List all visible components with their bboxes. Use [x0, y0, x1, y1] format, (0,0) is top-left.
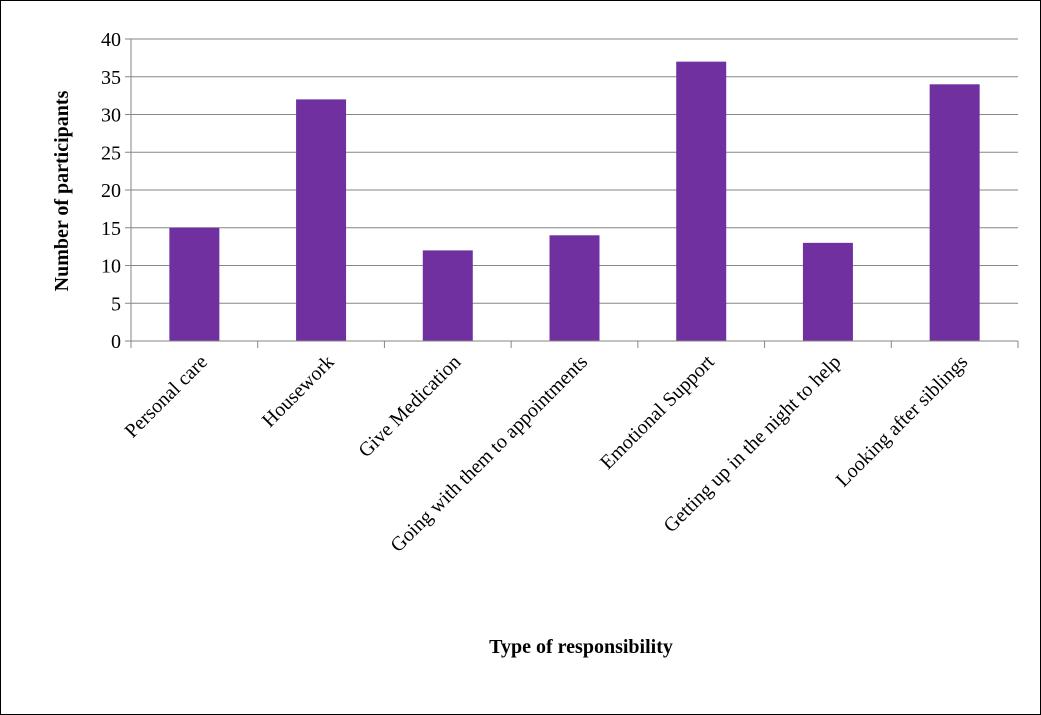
y-tick-label: 35: [101, 67, 121, 89]
bar: [422, 250, 473, 341]
x-tick-label: Give Medication: [354, 351, 465, 462]
bar: [549, 235, 600, 341]
bar: [929, 84, 980, 342]
bars: [169, 61, 980, 342]
y-tick-label: 0: [111, 331, 121, 353]
y-tick-label: 10: [101, 256, 121, 278]
bar: [802, 242, 853, 341]
x-tick-label: Emotional Support: [596, 351, 719, 474]
x-tick-labels: Personal care Housework Give MedicationGoi…: [121, 351, 973, 557]
x-tick-label: Looking after siblings: [832, 351, 973, 492]
x-tick-label: Personal care: [121, 351, 212, 442]
bar: [296, 99, 347, 342]
x-tick-label: Going with them to appointments: [386, 351, 592, 557]
gridlines: [131, 38, 1018, 304]
bar: [169, 227, 220, 341]
y-tick-label: 20: [101, 180, 121, 202]
bar: [676, 61, 727, 342]
y-axis-title: Number of participants: [51, 90, 73, 291]
y-tick-label: 30: [101, 105, 121, 127]
y-tick-label: 25: [101, 142, 121, 164]
y-tick-label: 15: [101, 218, 121, 240]
x-axis-title: Type of responsibility: [489, 636, 673, 658]
axes: [125, 38, 1019, 348]
y-tick-labels: 0 5 10 15 20 25 30 35 40: [101, 29, 121, 353]
y-tick-label: 5: [111, 293, 121, 315]
y-tick-label: 40: [101, 29, 121, 51]
x-tick-label: Housework: [258, 351, 339, 432]
